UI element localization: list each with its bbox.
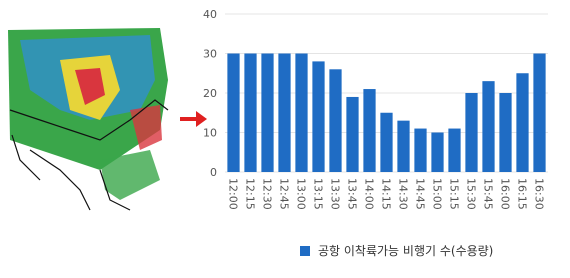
legend-swatch	[300, 246, 310, 256]
bar	[465, 93, 477, 172]
page: 0 10 20 30 40 12:00 12:15 12:30 12:45 13:00 13:15 1…	[0, 0, 570, 274]
bar	[278, 54, 290, 173]
y-tick-label: 40	[203, 8, 217, 21]
x-tick-label: 16:15	[516, 178, 529, 210]
x-tick-label: 12:45	[278, 178, 291, 210]
x-tick-label: 13:30	[329, 178, 342, 210]
bar	[363, 89, 375, 172]
arrow	[180, 111, 207, 127]
x-tick-label: 14:30	[397, 178, 410, 210]
bar	[380, 113, 392, 172]
x-tick-label: 14:15	[380, 178, 393, 210]
legend-label: 공항 이착륙가능 비행기 수(수용량)	[318, 243, 493, 258]
x-tick-label: 12:30	[261, 178, 274, 210]
x-tick-label: 14:00	[363, 178, 376, 210]
radar-map	[6, 26, 172, 214]
bar	[448, 129, 460, 172]
bar	[244, 54, 256, 173]
y-tick-label: 0	[210, 166, 217, 179]
bar	[346, 97, 358, 172]
x-tick-label: 13:15	[312, 178, 325, 210]
y-tick-label: 10	[203, 127, 217, 140]
bar	[482, 81, 494, 172]
x-tick-label: 13:45	[346, 178, 359, 210]
bar	[329, 69, 341, 172]
bar	[499, 93, 511, 172]
bar	[227, 54, 239, 173]
x-tick-label: 13:00	[295, 178, 308, 210]
x-tick-label: 15:30	[465, 178, 478, 210]
y-tick-label: 20	[203, 87, 217, 100]
bar	[533, 54, 545, 173]
x-tick-label: 16:00	[499, 178, 512, 210]
bar	[516, 73, 528, 172]
bar	[295, 54, 307, 173]
x-tick-label: 15:15	[448, 178, 461, 210]
x-tick-label: 14:45	[414, 178, 427, 210]
x-tick-label: 12:00	[227, 178, 240, 210]
x-tick-label: 12:15	[244, 178, 257, 210]
bar	[312, 61, 324, 172]
y-tick-label: 30	[203, 48, 217, 61]
x-tick-label: 15:00	[431, 178, 444, 210]
bar	[261, 54, 273, 173]
x-tick-label: 16:30	[533, 178, 546, 210]
x-tick-label: 15:45	[482, 178, 495, 210]
bar	[397, 121, 409, 172]
bar	[431, 133, 443, 173]
bar	[414, 129, 426, 172]
